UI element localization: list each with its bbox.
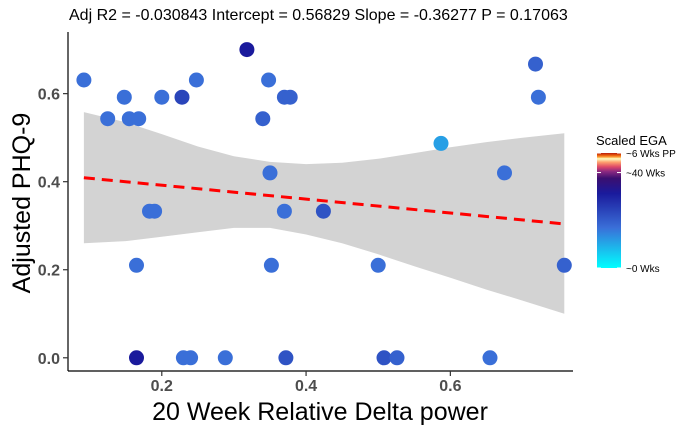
x-axis-ticks: 0.2 0.4 0.6 (151, 371, 462, 395)
data-point (131, 111, 147, 127)
colorbar-legend: Scaled EGA ~6 Wks PP ~40 Wks ~0 Wks (596, 133, 676, 275)
y-tick-label: 0.4 (38, 175, 60, 192)
data-point (217, 350, 233, 366)
x-tick-label: 0.6 (439, 378, 461, 395)
data-point (389, 350, 405, 366)
x-axis-label: 20 Week Relative Delta power (152, 398, 488, 426)
y-axis-ticks: 0.0 0.2 0.4 0.6 (38, 87, 68, 368)
data-point (278, 350, 294, 366)
data-point (262, 165, 278, 181)
x-tick-label: 0.2 (151, 378, 173, 395)
regression-line (83, 176, 565, 226)
plot-area (76, 42, 572, 366)
colorbar (597, 153, 621, 268)
colorbar-label: ~0 Wks (626, 264, 660, 275)
data-point (482, 350, 498, 366)
y-axis-label: Adjusted PHQ-9 (8, 113, 36, 294)
data-point (129, 350, 144, 366)
data-point (528, 56, 543, 72)
data-point (315, 203, 331, 219)
chart-title: Adj R2 = -0.030843 Intercept = 0.56829 S… (69, 7, 568, 24)
data-point (116, 89, 132, 105)
legend-title: Scaled EGA (596, 133, 667, 148)
data-point (433, 135, 449, 151)
data-point (530, 89, 546, 105)
colorbar-label: ~6 Wks PP (626, 149, 676, 160)
x-tick-label: 0.4 (295, 378, 317, 395)
data-point (129, 257, 144, 273)
data-point (255, 111, 271, 127)
y-tick-label: 0.2 (38, 263, 60, 280)
colorbar-label: ~40 Wks (626, 169, 665, 180)
data-point (174, 89, 190, 105)
data-point (154, 89, 170, 105)
data-point (263, 257, 279, 273)
data-point (276, 203, 292, 219)
data-point (497, 165, 512, 181)
data-points (76, 42, 572, 366)
data-point (282, 89, 298, 105)
data-point (370, 257, 386, 273)
y-tick-label: 0.6 (38, 87, 60, 104)
data-point (556, 257, 572, 273)
data-point (239, 42, 255, 58)
y-tick-label: 0.0 (38, 351, 60, 368)
data-point (100, 111, 116, 127)
data-point (261, 72, 277, 88)
data-point (183, 350, 199, 366)
data-point (376, 350, 392, 366)
data-point (76, 72, 92, 88)
data-point (188, 72, 204, 88)
data-point (147, 203, 163, 219)
